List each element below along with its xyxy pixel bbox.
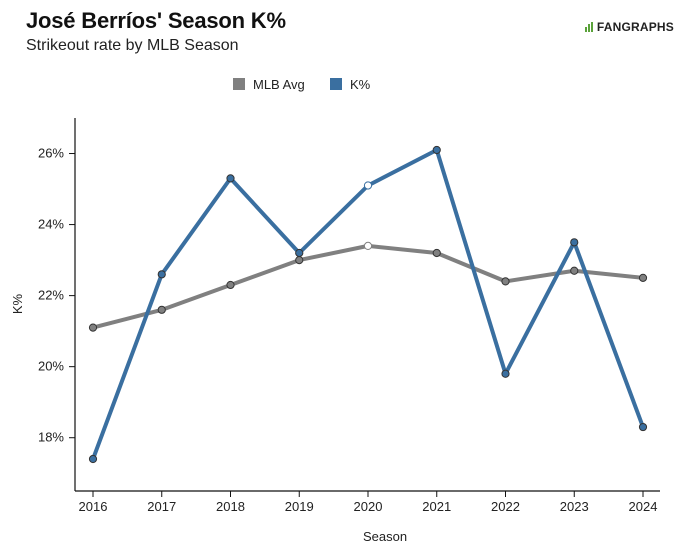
- y-tick-label: 26%: [38, 146, 64, 161]
- x-tick-label: 2018: [216, 499, 245, 514]
- data-point-k-percent[interactable]: [638, 422, 648, 432]
- data-point-mlb-avg[interactable]: [157, 305, 166, 314]
- data-point-mlb-avg[interactable]: [501, 277, 510, 286]
- data-point-k-percent[interactable]: [570, 238, 579, 247]
- legend: MLB Avg K%: [233, 77, 371, 92]
- x-tick-label: 2021: [422, 499, 451, 514]
- legend-swatch-k-percent: [330, 78, 342, 90]
- data-point-mlb-avg[interactable]: [432, 248, 441, 258]
- data-point-k-percent[interactable]: [295, 248, 304, 258]
- data-point-k-percent[interactable]: [88, 454, 98, 464]
- legend-label-k-percent: K%: [350, 77, 371, 92]
- series-layer: [88, 145, 648, 464]
- x-tick-label: 2020: [354, 499, 383, 514]
- x-tick-label: 2016: [79, 499, 108, 514]
- y-axis-ticks: 18% 20% 22% 24% 26%: [38, 146, 75, 445]
- data-point-mlb-avg[interactable]: [363, 241, 373, 250]
- legend-swatch-mlb-avg: [233, 78, 245, 90]
- x-tick-label: 2019: [285, 499, 314, 514]
- data-point-mlb-avg[interactable]: [295, 255, 304, 265]
- y-tick-label: 22%: [38, 288, 64, 303]
- y-axis-label: K%: [10, 293, 25, 314]
- y-tick-label: 18%: [38, 430, 64, 445]
- y-tick-label: 24%: [38, 217, 64, 232]
- y-tick-label: 20%: [38, 359, 64, 374]
- chart-subtitle: Strikeout rate by MLB Season: [26, 37, 239, 54]
- x-axis-ticks: 2016 2017 2018 2019 2020 2021 2022 2023 2024: [79, 491, 658, 514]
- data-point-k-percent[interactable]: [432, 145, 441, 155]
- data-point-mlb-avg[interactable]: [88, 323, 98, 332]
- legend-label-mlb-avg: MLB Avg: [253, 77, 305, 92]
- data-point-k-percent[interactable]: [226, 174, 235, 183]
- x-tick-label: 2024: [629, 499, 658, 514]
- x-tick-label: 2017: [147, 499, 176, 514]
- data-point-k-percent[interactable]: [157, 270, 166, 279]
- fangraphs-logo: FANGRAPHS: [584, 20, 674, 34]
- data-point-mlb-avg[interactable]: [226, 280, 235, 290]
- chart-title: José Berríos' Season K%: [26, 8, 286, 33]
- data-point-k-percent[interactable]: [501, 369, 510, 378]
- data-point-k-percent[interactable]: [363, 181, 373, 190]
- fangraphs-logo-icon: [584, 22, 593, 32]
- x-axis-label: Season: [363, 529, 407, 544]
- x-tick-label: 2023: [560, 499, 589, 514]
- data-point-mlb-avg[interactable]: [570, 266, 579, 275]
- brand-name: FANGRAPHS: [596, 20, 674, 34]
- x-tick-label: 2022: [491, 499, 520, 514]
- data-point-mlb-avg[interactable]: [638, 273, 648, 282]
